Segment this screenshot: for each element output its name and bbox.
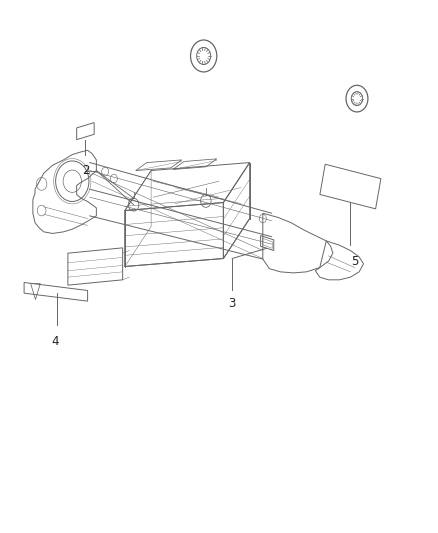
Text: 5: 5 (351, 255, 358, 268)
Text: 4: 4 (51, 335, 59, 348)
Text: 3: 3 (229, 297, 236, 310)
Text: 2: 2 (81, 164, 89, 177)
